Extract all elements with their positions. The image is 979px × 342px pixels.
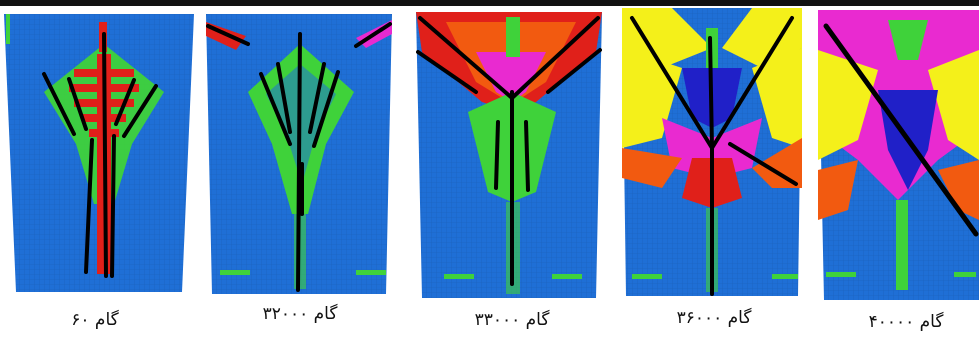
caption-step-40000: گام ۴۰۰۰۰ [868,312,944,332]
caption-step-36000: گام ۳۶۰۰۰ [676,308,752,328]
crack-pattern-image [206,14,392,294]
panel-step-32000 [206,14,392,294]
panel-step-36000 [622,8,802,296]
crack-pattern-image [818,10,979,300]
crack-pattern-image [416,12,602,298]
crack-pattern-image [622,8,802,296]
caption-step-33000: گام ۳۳۰۰۰ [474,310,550,330]
panel-step-33000 [416,12,602,298]
caption-step-32000: گام ۳۲۰۰۰ [262,304,338,324]
crack-pattern-image [4,14,194,292]
top-border [0,0,979,6]
caption-step-60: گام ۶۰ [71,310,119,330]
panel-step-60 [4,14,194,292]
panel-step-40000 [818,10,979,300]
